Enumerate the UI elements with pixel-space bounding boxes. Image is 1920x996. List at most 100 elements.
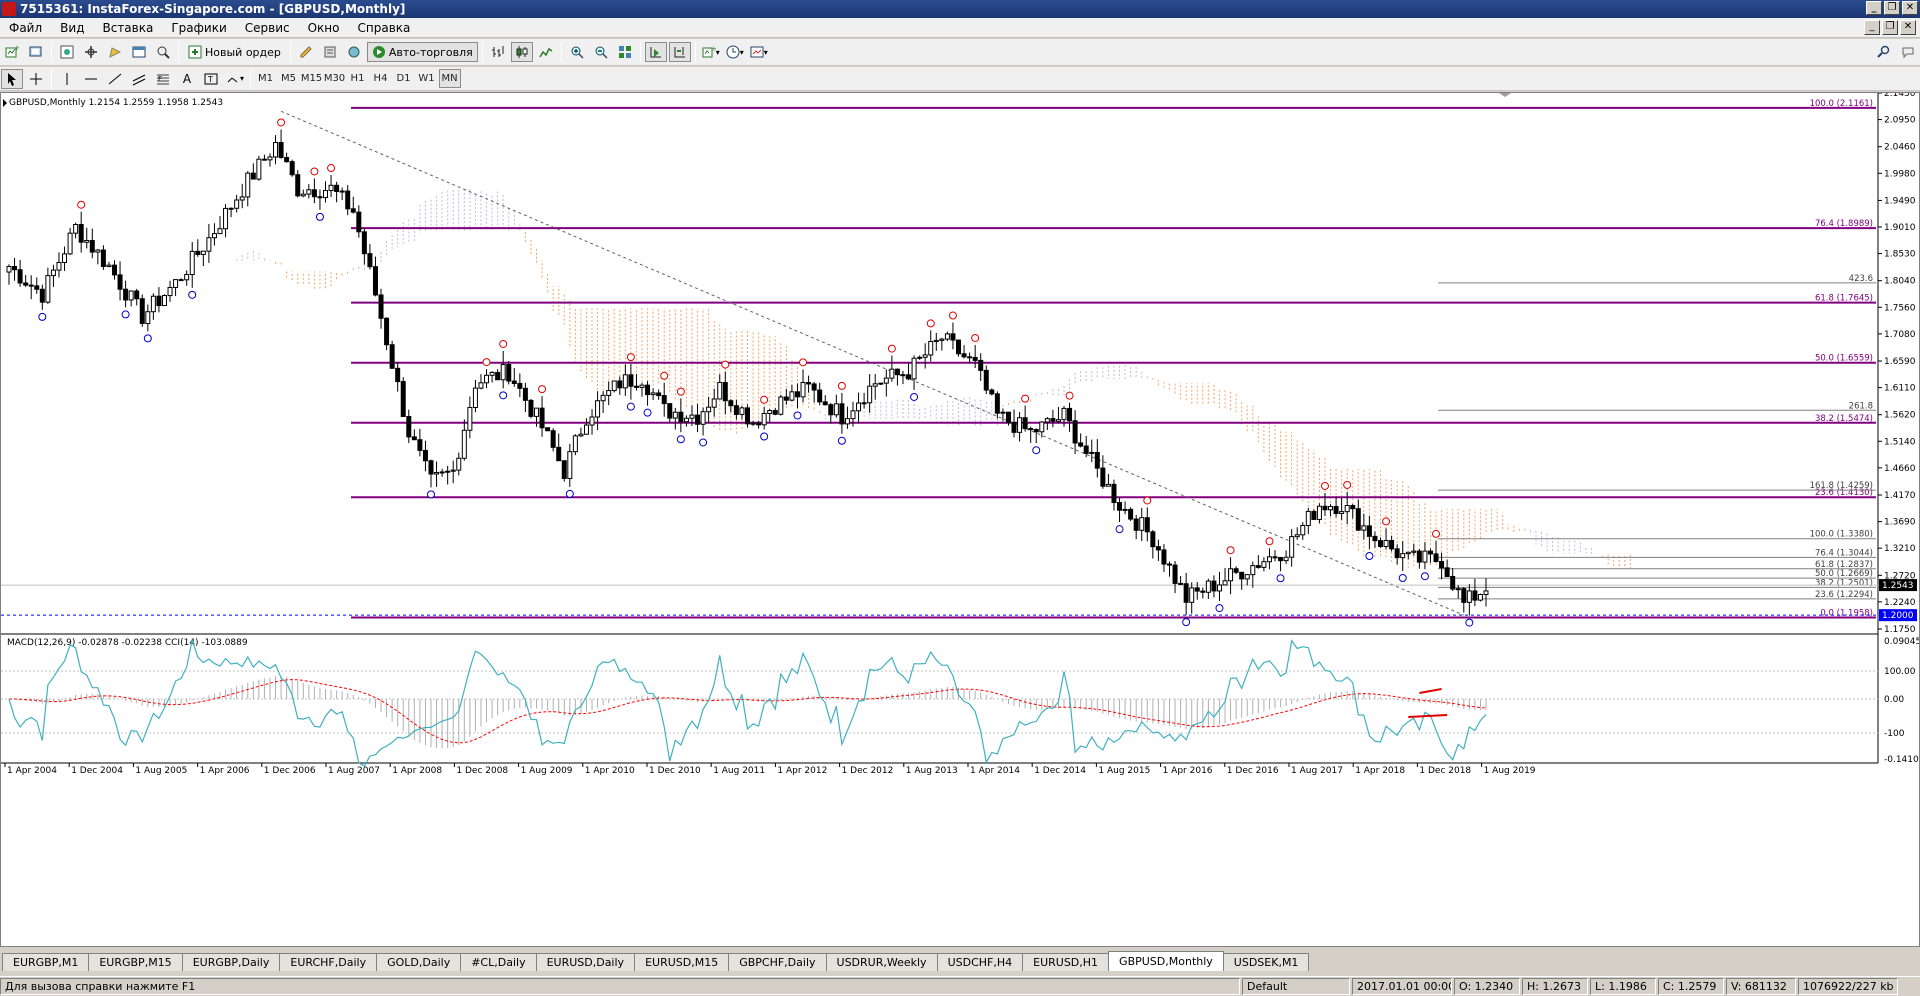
time-axis-label: 1 Aug 2015 (1098, 766, 1150, 776)
tile-windows-icon[interactable] (614, 42, 636, 62)
data-window-icon[interactable] (80, 42, 102, 62)
fib-extension-label: 261.8 (1849, 401, 1873, 411)
crosshair-icon[interactable] (25, 69, 47, 89)
menu-tools[interactable]: Сервис (244, 20, 290, 35)
menu-window[interactable]: Окно (307, 20, 340, 35)
candle-body (1483, 590, 1489, 595)
candle-body (511, 380, 517, 384)
chart-tab[interactable]: EURCHF,Daily (279, 953, 378, 971)
minimize-button[interactable]: _ (1866, 1, 1882, 15)
chart-tab[interactable]: GBPCHF,Daily (728, 953, 827, 971)
history-icon[interactable] (319, 42, 341, 62)
candlestick-chart-icon[interactable] (510, 42, 533, 62)
chart-tab[interactable]: EURUSD,Daily (535, 953, 636, 971)
new-order-button[interactable]: Новый ордер (183, 42, 286, 62)
timeframe-w1[interactable]: W1 (418, 73, 435, 84)
zoom-in-icon[interactable] (566, 42, 588, 62)
signals-icon[interactable] (343, 42, 365, 62)
chart-restore-button[interactable]: ❐ (1882, 20, 1898, 35)
chart-tab[interactable]: EURGBP,M15 (88, 953, 183, 971)
timeframe-m5[interactable]: M5 (281, 73, 296, 84)
templates-icon[interactable]: ▾ (748, 42, 770, 62)
zoom-out-icon[interactable] (590, 42, 612, 62)
timeframe-mn[interactable]: MN (438, 69, 461, 88)
arrows-icon[interactable]: ▾ (224, 69, 246, 89)
candle-body (328, 184, 334, 191)
candle-body (1294, 534, 1300, 538)
chat-icon[interactable] (1897, 42, 1919, 62)
trendline-icon[interactable] (104, 69, 126, 89)
tester-icon[interactable] (152, 42, 174, 62)
close-button[interactable]: ✕ (1902, 1, 1918, 15)
candle-body (28, 284, 34, 287)
menu-help[interactable]: Справка (357, 20, 411, 35)
chart-minimize-button[interactable]: _ (1864, 20, 1880, 35)
status-high: H: 1.2673 (1522, 978, 1588, 995)
chart-tab[interactable]: #CL,Daily (460, 953, 537, 971)
chart-tab[interactable]: USDSEK,M1 (1222, 953, 1310, 971)
navigator-icon[interactable] (104, 42, 126, 62)
text-tool-icon[interactable]: A (182, 71, 192, 86)
indicators-icon[interactable]: + ▾ (700, 42, 722, 62)
horizontal-line-icon[interactable] (80, 69, 102, 89)
candle-body (933, 339, 939, 342)
fibonacci-icon[interactable]: F (152, 69, 174, 89)
fractal-down-marker (427, 490, 435, 499)
chart-tab[interactable]: USDRUR,Weekly (825, 953, 938, 971)
fib-extension-label: 61.8 (1.2837) (1815, 560, 1873, 570)
fib-extension-label: 23.6 (1.2294) (1815, 590, 1873, 600)
chart-shift-icon[interactable] (668, 42, 691, 62)
candle-body (206, 237, 212, 252)
chart-window[interactable]: 100.0 (2.1161) 76.4 (1.8989) 61.8 (1.7645)… (0, 92, 1920, 947)
menu-insert[interactable]: Вставка (102, 20, 154, 35)
alert-price-value: 1.2000 (1882, 611, 1914, 621)
text-label-icon[interactable]: T (200, 69, 222, 89)
channel-icon[interactable] (128, 69, 150, 89)
menu-view[interactable]: Вид (60, 20, 85, 35)
vertical-line-icon[interactable] (56, 69, 78, 89)
price-axis-label: 1.2240 (1884, 598, 1916, 608)
profiles-icon[interactable] (25, 42, 47, 62)
chart-tab[interactable]: EURGBP,Daily (181, 953, 281, 971)
chart-tab[interactable]: EURGBP,M1 (2, 953, 90, 971)
menu-charts[interactable]: Графики (171, 20, 227, 35)
cursor-icon[interactable] (1, 68, 23, 89)
new-chart-icon[interactable]: + (1, 42, 23, 62)
restore-button[interactable]: ❐ (1884, 1, 1900, 15)
price-chart[interactable]: 100.0 (2.1161) 76.4 (1.8989) 61.8 (1.7645)… (1, 93, 1919, 946)
periods-icon[interactable]: ▾ (724, 42, 746, 62)
price-axis-label: 1.8040 (1884, 277, 1916, 287)
line-chart-icon[interactable] (535, 42, 557, 62)
terminal-icon[interactable] (128, 42, 150, 62)
fractal-down-marker (1032, 446, 1041, 455)
autotrade-button[interactable]: Авто-торговля (366, 42, 478, 62)
candle-body (872, 383, 878, 387)
candle-body (1405, 551, 1411, 555)
timeframe-d1[interactable]: D1 (396, 73, 411, 84)
candle-body (1111, 483, 1117, 504)
candle-body (861, 402, 867, 405)
timeframe-h1[interactable]: H1 (350, 73, 365, 84)
candle-body (1261, 561, 1267, 568)
timeframe-m30[interactable]: M30 (323, 73, 346, 84)
fractal-up-marker (538, 385, 547, 394)
timeframe-m1[interactable]: M1 (258, 73, 273, 84)
chart-close-button[interactable]: ✕ (1900, 20, 1916, 35)
candle-body (1344, 505, 1350, 513)
chart-tab[interactable]: EURUSD,H1 (1022, 953, 1110, 971)
meta-editor-icon[interactable] (295, 42, 317, 62)
fractal-up-marker (626, 353, 635, 362)
timeframe-h4[interactable]: H4 (373, 73, 388, 84)
bar-chart-icon[interactable] (487, 42, 509, 62)
menu-file[interactable]: Файл (9, 20, 43, 35)
chart-tab[interactable]: GOLD,Daily (376, 953, 462, 971)
chart-tab[interactable]: GBPUSD,Monthly (1108, 951, 1224, 971)
chart-tab[interactable]: EURUSD,M15 (634, 953, 730, 971)
search-icon[interactable] (1873, 42, 1895, 62)
market-watch-icon[interactable] (56, 42, 78, 62)
autoscroll-icon[interactable] (644, 42, 667, 62)
timeframe-m15[interactable]: M15 (300, 73, 323, 84)
alert-price-tag (1879, 609, 1917, 622)
fractal-up-marker (760, 395, 769, 404)
chart-tab[interactable]: USDCHF,H4 (936, 953, 1024, 971)
